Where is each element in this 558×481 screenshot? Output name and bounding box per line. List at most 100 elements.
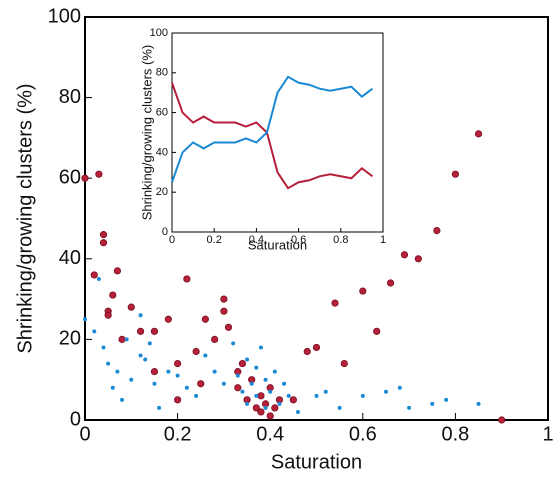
point (282, 381, 287, 386)
point (245, 401, 250, 406)
point (337, 405, 342, 410)
point (340, 359, 348, 368)
point (152, 381, 157, 386)
point (101, 345, 106, 350)
y-tick-label: 60 (156, 107, 168, 119)
point (386, 279, 395, 287)
point (323, 389, 328, 394)
point (184, 385, 189, 390)
point (120, 397, 125, 402)
point (212, 369, 217, 374)
y-tick-label: 0 (70, 408, 81, 430)
point (238, 359, 247, 368)
point (106, 361, 111, 366)
point (314, 393, 319, 398)
point (150, 327, 159, 335)
y-tick-label: 80 (59, 86, 81, 108)
point (498, 416, 506, 424)
point (220, 295, 228, 303)
point (99, 239, 108, 247)
point (174, 396, 182, 404)
point (113, 267, 122, 275)
point (92, 329, 97, 334)
point (143, 357, 148, 362)
x-axis-label: Saturation (248, 237, 307, 252)
point (110, 385, 115, 390)
point (331, 299, 339, 307)
point (234, 384, 242, 392)
point (83, 317, 87, 322)
line (171, 82, 374, 190)
point (312, 343, 321, 352)
point (360, 393, 365, 398)
point (150, 368, 159, 376)
point (400, 251, 409, 259)
point (220, 307, 228, 315)
y-tick-label: 100 (48, 5, 81, 27)
point (383, 389, 388, 394)
point (245, 357, 250, 362)
point (268, 389, 273, 394)
point (90, 271, 98, 279)
point (252, 404, 260, 412)
point (201, 315, 209, 323)
point (266, 412, 274, 420)
plot-area (171, 32, 384, 233)
y-tick-label: 0 (162, 226, 168, 238)
y-axis-label: Shrinking/growing clusters (%) (14, 83, 36, 353)
point (433, 226, 441, 235)
point (118, 335, 126, 343)
y-tick-label: 100 (150, 27, 168, 39)
point (397, 385, 402, 390)
point (109, 291, 117, 299)
x-tick-label: 0 (169, 234, 175, 246)
point (295, 409, 300, 414)
point (147, 341, 152, 346)
x-tick-label: 0.2 (207, 234, 222, 246)
x-tick-label: 0.4 (249, 234, 264, 246)
point (124, 337, 129, 342)
x-tick-label: 0.8 (441, 423, 469, 445)
x-tick-label: 1 (542, 423, 553, 445)
y-axis-label: Shrinking/growing clusters (%) (139, 45, 154, 221)
point (263, 405, 268, 410)
x-tick-label: 0.8 (333, 234, 348, 246)
point (451, 170, 459, 178)
x-tick-label: 1 (380, 234, 386, 246)
x-tick-label: 0.6 (291, 234, 306, 246)
point (95, 170, 103, 178)
point (257, 408, 265, 416)
point (81, 174, 89, 182)
point (197, 380, 205, 388)
point (136, 327, 145, 335)
point (231, 341, 236, 346)
point (138, 313, 143, 318)
point (104, 311, 112, 319)
point (129, 377, 134, 382)
point (277, 401, 282, 406)
line (171, 75, 374, 183)
point (127, 303, 135, 311)
y-tick-label: 40 (156, 146, 168, 158)
point (254, 393, 259, 398)
point (192, 347, 200, 356)
point (359, 287, 367, 295)
y-tick-label: 40 (59, 247, 81, 269)
point (444, 397, 449, 402)
point (138, 353, 143, 358)
point (164, 315, 172, 323)
point (289, 396, 297, 404)
point (373, 327, 381, 335)
x-tick-label: 0.6 (349, 423, 377, 445)
point (272, 369, 277, 374)
point (175, 373, 180, 378)
point (258, 345, 263, 350)
point (257, 392, 265, 400)
point (157, 405, 162, 410)
point (303, 347, 311, 356)
point (194, 393, 199, 398)
point (96, 276, 101, 281)
x-tick-label: 0.2 (164, 423, 192, 445)
y-tick-label: 80 (156, 67, 168, 79)
